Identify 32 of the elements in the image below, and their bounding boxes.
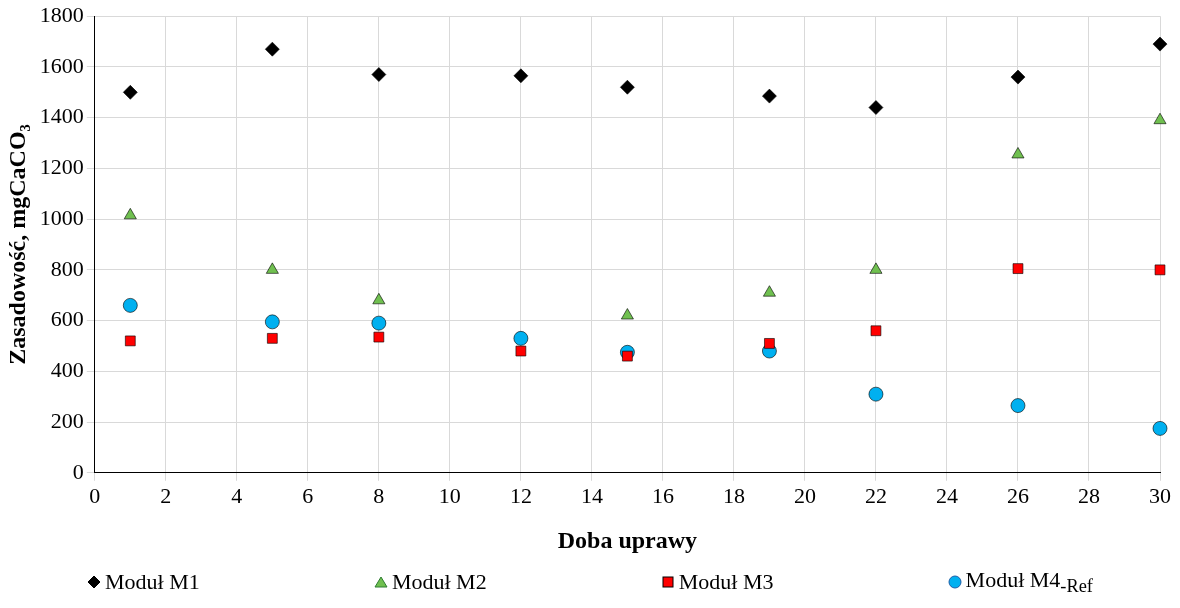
y-tick-label: 1400 xyxy=(39,103,84,129)
x-tick-label: 18 xyxy=(722,482,745,508)
y-tick-label: 1000 xyxy=(39,204,84,230)
legend-label: Moduł M1 xyxy=(105,569,200,595)
x-tick-label: 6 xyxy=(302,482,314,508)
x-tick-label: 26 xyxy=(1006,482,1029,508)
x-tick-label: 2 xyxy=(160,482,172,508)
x-tick-label: 22 xyxy=(864,482,887,508)
x-tick-label: 10 xyxy=(438,482,461,508)
y-tick-label: 600 xyxy=(50,306,84,332)
x-tick-label: 0 xyxy=(89,482,101,508)
x-axis-title: Doba uprawy xyxy=(557,526,698,553)
y-axis-title: Zasadowość, mgCaCO₃ xyxy=(3,124,30,365)
y-tick-label: 1800 xyxy=(39,1,84,27)
x-tick-label: 30 xyxy=(1149,482,1171,508)
y-tick-label: 1600 xyxy=(39,52,84,78)
x-tick-label: 8 xyxy=(373,482,385,508)
y-tick-label: 1200 xyxy=(39,154,84,180)
x-tick-label: 4 xyxy=(231,482,243,508)
x-tick-label: 24 xyxy=(935,482,958,508)
y-tick-label: 200 xyxy=(50,407,84,433)
y-tick-label: 400 xyxy=(50,357,84,383)
x-tick-label: 28 xyxy=(1077,482,1100,508)
legend-label: Moduł M3 xyxy=(678,569,774,595)
legend-label: Moduł M4$_{-Ref}$ xyxy=(965,566,1093,598)
legend-label: Moduł M2 xyxy=(391,569,487,595)
y-tick-label: 0 xyxy=(72,458,84,484)
x-tick-label: 20 xyxy=(793,482,816,508)
x-tick-label: 12 xyxy=(509,482,532,508)
x-tick-label: 16 xyxy=(651,482,674,508)
x-tick-label: 14 xyxy=(580,482,603,508)
y-tick-label: 800 xyxy=(50,255,84,281)
